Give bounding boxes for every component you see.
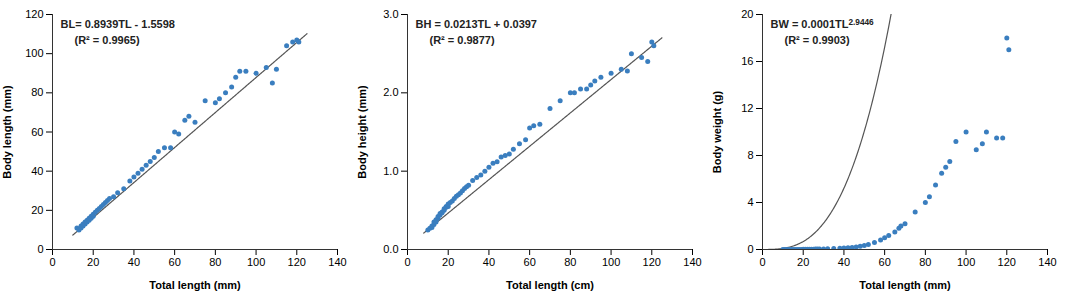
- svg-text:BL= 0.8939TL - 1.5598: BL= 0.8939TL - 1.5598: [61, 18, 175, 30]
- svg-text:60: 60: [169, 256, 181, 268]
- svg-text:100: 100: [602, 256, 620, 268]
- svg-text:12: 12: [741, 102, 753, 114]
- svg-text:80: 80: [31, 86, 43, 98]
- svg-text:80: 80: [209, 256, 221, 268]
- svg-text:40: 40: [483, 256, 495, 268]
- svg-text:16: 16: [741, 55, 753, 67]
- svg-text:140: 140: [328, 256, 346, 268]
- svg-text:20: 20: [442, 256, 454, 268]
- svg-text:0: 0: [747, 243, 753, 255]
- svg-text:4: 4: [747, 196, 753, 208]
- svg-text:3.0: 3.0: [383, 8, 398, 20]
- svg-text:2.0: 2.0: [383, 86, 398, 98]
- svg-text:(R² = 0.9877): (R² = 0.9877): [430, 34, 495, 46]
- svg-text:0: 0: [49, 256, 55, 268]
- svg-text:1.0: 1.0: [383, 165, 398, 177]
- svg-text:20: 20: [741, 8, 753, 20]
- svg-text:20: 20: [797, 256, 809, 268]
- svg-text:0: 0: [759, 256, 765, 268]
- svg-text:40: 40: [838, 256, 850, 268]
- svg-text:100: 100: [247, 256, 265, 268]
- svg-text:120: 120: [288, 256, 306, 268]
- svg-text:60: 60: [879, 256, 891, 268]
- svg-text:40: 40: [31, 165, 43, 177]
- svg-text:120: 120: [25, 8, 43, 20]
- svg-text:100: 100: [957, 256, 975, 268]
- svg-text:120: 120: [998, 256, 1016, 268]
- svg-text:BW = 0.0001TL2.9446: BW = 0.0001TL2.9446: [771, 18, 875, 31]
- svg-text:(R² = 0.9903): (R² = 0.9903): [785, 34, 850, 46]
- svg-text:120: 120: [643, 256, 661, 268]
- svg-text:20: 20: [31, 204, 43, 216]
- svg-text:80: 80: [919, 256, 931, 268]
- svg-text:Body length (mm): Body length (mm): [1, 85, 13, 179]
- svg-text:(R² = 0.9965): (R² = 0.9965): [75, 34, 140, 46]
- svg-text:Body height (mm): Body height (mm): [356, 85, 368, 179]
- svg-text:0.0: 0.0: [383, 243, 398, 255]
- svg-text:BH = 0.0213TL + 0.0397: BH = 0.0213TL + 0.0397: [416, 18, 538, 30]
- svg-text:60: 60: [31, 126, 43, 138]
- svg-text:140: 140: [683, 256, 701, 268]
- svg-text:8: 8: [747, 149, 753, 161]
- svg-text:Body weight (g): Body weight (g): [711, 90, 723, 173]
- svg-text:20: 20: [87, 256, 99, 268]
- svg-text:Total length (mm): Total length (mm): [149, 279, 241, 291]
- svg-text:140: 140: [1038, 256, 1056, 268]
- svg-text:0: 0: [404, 256, 410, 268]
- svg-text:Total length (mm): Total length (mm): [859, 279, 951, 291]
- svg-text:60: 60: [524, 256, 536, 268]
- svg-text:80: 80: [564, 256, 576, 268]
- svg-text:40: 40: [128, 256, 140, 268]
- svg-text:0: 0: [37, 243, 43, 255]
- svg-text:Total length (cm): Total length (cm): [506, 279, 594, 291]
- svg-text:100: 100: [25, 47, 43, 59]
